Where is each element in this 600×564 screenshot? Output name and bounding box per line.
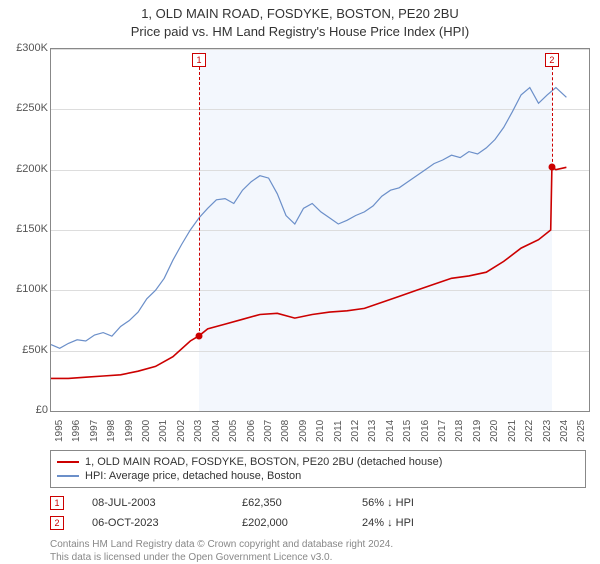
x-axis-label: 1995 (54, 420, 65, 442)
chart-marker-box: 2 (545, 53, 559, 67)
attribution-text: Contains HM Land Registry data © Crown c… (50, 538, 586, 564)
x-axis-label: 2006 (246, 420, 257, 442)
x-axis-label: 2018 (454, 420, 465, 442)
chart-marker-dot (195, 332, 202, 339)
chart-marker-box: 1 (192, 53, 206, 67)
x-axis-label: 2012 (350, 420, 361, 442)
y-axis-label: £300K (2, 42, 48, 54)
price-delta: 24% ↓ HPI (362, 517, 442, 529)
legend-label: HPI: Average price, detached house, Bost… (85, 470, 301, 482)
x-axis-label: 2008 (280, 420, 291, 442)
x-axis-label: 2004 (211, 420, 222, 442)
x-axis-label: 2023 (542, 420, 553, 442)
x-axis-label: 1996 (71, 420, 82, 442)
x-axis-label: 2019 (472, 420, 483, 442)
chart-container: 1, OLD MAIN ROAD, FOSDYKE, BOSTON, PE20 … (0, 0, 600, 560)
x-axis-label: 2013 (367, 420, 378, 442)
x-axis-label: 2025 (576, 420, 587, 442)
y-axis-label: £150K (2, 223, 48, 235)
price-value: £62,350 (242, 497, 362, 509)
x-axis-label: 2007 (263, 420, 274, 442)
legend: 1, OLD MAIN ROAD, FOSDYKE, BOSTON, PE20 … (50, 450, 586, 488)
x-axis-label: 2000 (141, 420, 152, 442)
price-row-2: 2 06-OCT-2023 £202,000 24% ↓ HPI (50, 516, 586, 530)
x-axis-label: 2014 (385, 420, 396, 442)
x-axis-label: 2005 (228, 420, 239, 442)
legend-item: 1, OLD MAIN ROAD, FOSDYKE, BOSTON, PE20 … (57, 455, 579, 469)
price-date: 08-JUL-2003 (92, 497, 242, 509)
marker-box-icon: 1 (50, 496, 64, 510)
chart-lines (51, 49, 589, 411)
price-date: 06-OCT-2023 (92, 517, 242, 529)
x-axis-label: 2017 (437, 420, 448, 442)
x-axis-label: 2002 (176, 420, 187, 442)
x-axis-label: 2024 (559, 420, 570, 442)
chart-subtitle: Price paid vs. HM Land Registry's House … (0, 24, 600, 39)
y-axis-label: £250K (2, 102, 48, 114)
x-axis-label: 2009 (298, 420, 309, 442)
x-axis-label: 2010 (315, 420, 326, 442)
chart-title-address: 1, OLD MAIN ROAD, FOSDYKE, BOSTON, PE20 … (0, 6, 600, 21)
y-axis-label: £100K (2, 283, 48, 295)
chart-marker-dot (548, 164, 555, 171)
x-axis-label: 2001 (158, 420, 169, 442)
x-axis-label: 2011 (333, 420, 344, 442)
y-axis-label: £0 (2, 404, 48, 416)
price-row-1: 1 08-JUL-2003 £62,350 56% ↓ HPI (50, 496, 586, 510)
plot-area: 12 (50, 48, 590, 412)
x-axis-label: 1998 (106, 420, 117, 442)
legend-line-icon (57, 461, 79, 463)
x-axis-label: 1999 (124, 420, 135, 442)
y-axis-label: £50K (2, 344, 48, 356)
x-axis-label: 2020 (489, 420, 500, 442)
x-axis-label: 2015 (402, 420, 413, 442)
x-axis-label: 2016 (420, 420, 431, 442)
legend-line-icon (57, 475, 79, 477)
marker-box-icon: 2 (50, 516, 64, 530)
x-axis-label: 1997 (89, 420, 100, 442)
y-axis-label: £200K (2, 163, 48, 175)
price-value: £202,000 (242, 517, 362, 529)
legend-item: HPI: Average price, detached house, Bost… (57, 469, 579, 483)
price-delta: 56% ↓ HPI (362, 497, 442, 509)
legend-label: 1, OLD MAIN ROAD, FOSDYKE, BOSTON, PE20 … (85, 456, 442, 468)
x-axis-label: 2021 (507, 420, 518, 442)
x-axis-label: 2003 (193, 420, 204, 442)
x-axis-label: 2022 (524, 420, 535, 442)
